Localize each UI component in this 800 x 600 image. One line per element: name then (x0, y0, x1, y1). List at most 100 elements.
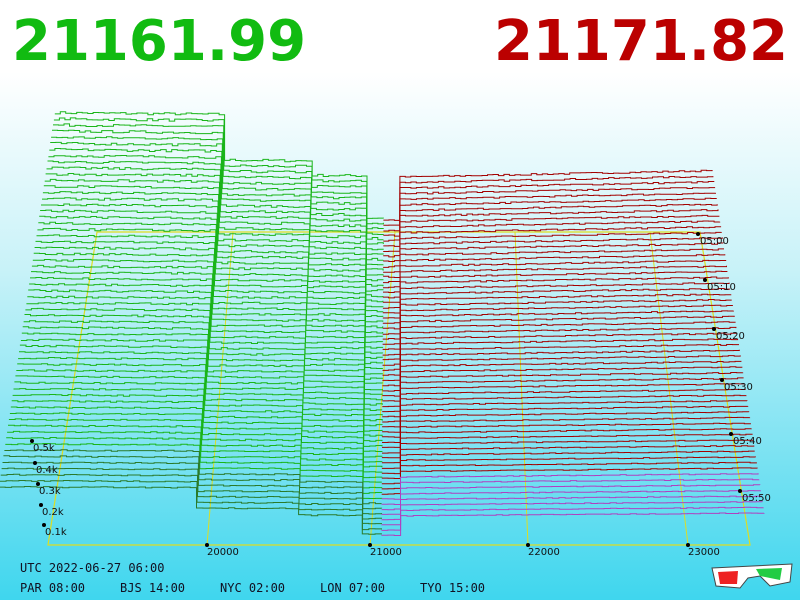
time-label: 05:30 (724, 382, 753, 393)
ask-depth-line (381, 478, 760, 505)
depth-lines (0, 111, 765, 536)
bid-depth-line (0, 473, 382, 525)
3d-glasses-icon (711, 563, 793, 589)
ask-depth-line (383, 192, 716, 242)
floor-line (649, 231, 689, 546)
bid-depth-line (22, 326, 383, 401)
floor-outline (47, 231, 751, 546)
bid-depth-line (26, 302, 383, 380)
ask-depth-line (382, 288, 730, 330)
time-label: 05:50 (742, 493, 771, 504)
depth-label: 0.1k (45, 527, 67, 538)
ask-depth-line (382, 259, 727, 303)
label-dot (42, 523, 46, 527)
label-dot (526, 543, 530, 547)
ask-depth-line (383, 169, 713, 221)
city-time: LON 07:00 (320, 581, 385, 595)
bid-depth-line (28, 289, 383, 369)
ask-price: 21171.82 (494, 9, 788, 74)
ask-depth-line (382, 388, 746, 423)
bid-depth-line (49, 148, 384, 251)
bid-depth-line (13, 387, 383, 452)
label-dot (686, 543, 690, 547)
ask-depth-line (382, 338, 739, 376)
ask-depth-line (382, 355, 741, 392)
time-label: 05:20 (716, 331, 745, 342)
axis-labels: 0.1k 0.2k 0.3k 0.4k 0.5k 20000 21000 22000 23000… (30, 232, 771, 558)
depth-label: 0.5k (33, 443, 55, 454)
bid-depth-line (15, 375, 383, 442)
city-time: BJS 14:00 (120, 581, 185, 595)
bid-depth-line (11, 400, 383, 463)
ask-depth-line (381, 506, 764, 531)
bid-depth-line (40, 209, 384, 303)
bid-depth-line (19, 344, 383, 416)
bid-depth-line (50, 141, 384, 245)
bid-depth-line (18, 357, 383, 427)
ask-depth-line (382, 400, 748, 433)
price-label: 21000 (370, 547, 402, 558)
label-dot (720, 378, 724, 382)
bid-price: 21161.99 (12, 9, 306, 74)
bid-depth-line (2, 461, 383, 515)
price-label: 20000 (207, 547, 239, 558)
bid-depth-line (19, 351, 383, 422)
bid-depth-line (0, 486, 382, 535)
ask-depth-line (382, 416, 751, 448)
depth-label: 0.3k (39, 486, 61, 497)
ask-depth-line (383, 197, 717, 247)
label-dot (205, 543, 209, 547)
bid-depth-line (54, 111, 384, 219)
ask-depth-line (382, 276, 729, 319)
price-label: 23000 (688, 547, 720, 558)
ask-depth-line (382, 321, 736, 361)
ask-depth-line (383, 226, 722, 273)
bid-depth-line (42, 191, 384, 287)
bid-depth-line (27, 295, 383, 375)
ask-depth-line (383, 209, 719, 258)
bid-depth-line (31, 271, 384, 354)
label-dot (36, 482, 40, 486)
bid-depth-line (30, 277, 384, 359)
bid-depth-line (20, 338, 383, 411)
label-dot (368, 543, 372, 547)
label-dot (30, 439, 34, 443)
label-dot (696, 232, 700, 236)
ask-depth-line (381, 484, 761, 511)
depth-label: 0.2k (42, 507, 64, 518)
ask-depth-line (382, 310, 734, 350)
ask-depth-line (382, 265, 727, 309)
bid-depth-line (10, 406, 383, 468)
bid-depth-line (5, 443, 383, 499)
ask-depth-line (382, 405, 749, 438)
ask-depth-line (383, 231, 722, 278)
ask-depth-line (381, 445, 755, 475)
ask-depth-line (382, 360, 742, 397)
bid-depth-line (16, 369, 383, 437)
bid-depth-line (29, 283, 383, 365)
ask-depth-line (382, 332, 738, 371)
ask-depth-line (381, 456, 756, 485)
ask-depth-line (382, 253, 726, 299)
ask-depth-line (382, 422, 751, 454)
bid-depth-line (23, 320, 383, 395)
bid-depth-line (35, 240, 384, 329)
bid-depth-line (51, 136, 384, 241)
ask-depth-line (381, 439, 754, 469)
ask-depth-line (382, 411, 750, 443)
price-label: 22000 (528, 547, 560, 558)
ask-depth-line (383, 176, 714, 226)
ask-depth-line (383, 214, 720, 262)
ask-depth-line (383, 187, 716, 237)
ask-depth-line (381, 450, 755, 479)
time-label: 05:40 (733, 436, 762, 447)
bid-depth-line (41, 203, 384, 298)
ask-depth-line (383, 248, 724, 293)
bid-depth-line (31, 264, 384, 349)
city-time: NYC 02:00 (220, 581, 285, 595)
ask-depth-line (382, 293, 732, 335)
label-dot (712, 327, 716, 331)
time-label: 05:00 (700, 236, 729, 247)
bid-depth-line (21, 332, 383, 406)
